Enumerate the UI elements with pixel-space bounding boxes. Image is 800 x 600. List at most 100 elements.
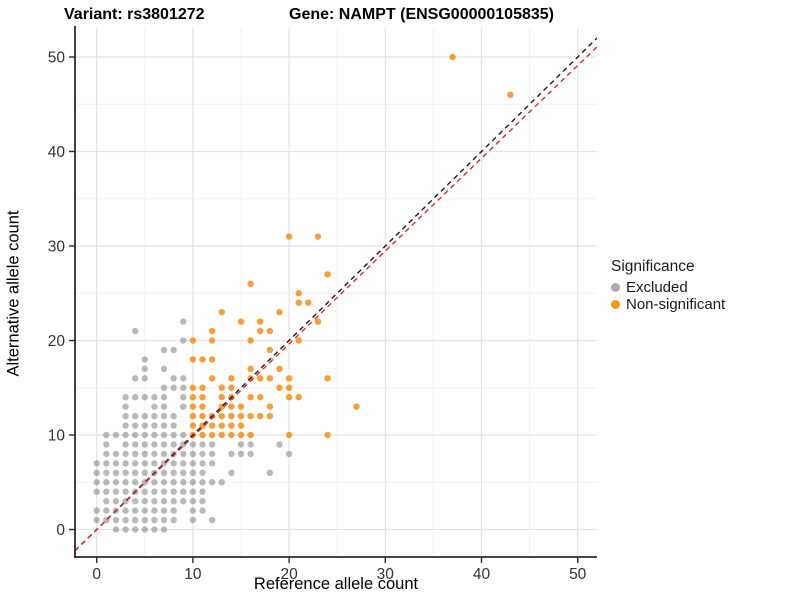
x-tick-label: 40 xyxy=(473,566,491,583)
data-point xyxy=(218,308,225,316)
data-point xyxy=(103,441,110,448)
data-point xyxy=(228,431,235,439)
data-point xyxy=(199,450,206,458)
plot-title-variant: Variant: rs3801272 xyxy=(64,6,205,23)
data-point xyxy=(122,469,129,476)
data-point xyxy=(151,516,158,524)
data-point xyxy=(199,412,206,420)
data-point xyxy=(103,450,110,458)
data-point xyxy=(160,497,168,505)
data-point xyxy=(208,479,216,486)
data-point xyxy=(170,412,177,420)
data-point xyxy=(170,479,177,486)
data-point xyxy=(266,403,274,410)
data-point xyxy=(180,394,187,401)
data-point xyxy=(237,431,245,439)
data-point xyxy=(151,488,158,495)
data-point xyxy=(314,318,322,325)
excluded-point-icon xyxy=(611,283,620,292)
data-point xyxy=(131,497,139,505)
data-point xyxy=(93,469,100,476)
data-point xyxy=(160,431,168,439)
data-point xyxy=(305,299,312,306)
data-point xyxy=(180,318,187,325)
data-point xyxy=(180,497,187,505)
data-point xyxy=(199,394,206,401)
data-point xyxy=(189,488,197,495)
data-point xyxy=(122,441,129,448)
data-point xyxy=(170,497,177,505)
data-point xyxy=(208,450,216,458)
data-point xyxy=(285,233,293,240)
data-point xyxy=(228,450,235,458)
data-point xyxy=(199,460,206,467)
data-point xyxy=(228,469,235,476)
data-point xyxy=(141,488,148,495)
data-point xyxy=(103,479,110,486)
data-point xyxy=(189,384,197,391)
y-tick-label: 20 xyxy=(48,333,66,350)
data-point xyxy=(151,403,158,410)
axis-tick-labels: 0 10 20 30 40 50 0 10 20 30 40 50 xyxy=(48,50,587,584)
data-point xyxy=(122,431,129,439)
y-axis-title: Alternative allele count xyxy=(4,210,23,377)
data-point xyxy=(151,412,158,420)
data-point xyxy=(324,431,331,439)
data-point xyxy=(247,412,254,420)
nonsignificant-point-icon xyxy=(611,300,620,309)
data-point xyxy=(131,327,139,335)
data-point xyxy=(276,441,283,448)
data-point xyxy=(237,441,245,448)
data-point xyxy=(208,375,216,382)
data-point xyxy=(208,441,216,448)
data-point xyxy=(189,460,197,467)
data-point xyxy=(189,497,197,505)
data-point xyxy=(208,460,216,467)
legend-item-excluded: Excluded xyxy=(611,279,725,296)
data-point xyxy=(208,431,216,439)
data-point xyxy=(103,497,110,505)
data-point xyxy=(449,53,456,61)
data-point xyxy=(151,460,158,467)
data-point xyxy=(218,431,225,439)
data-point xyxy=(189,479,197,486)
data-point xyxy=(103,469,110,476)
data-point xyxy=(112,460,120,467)
data-point xyxy=(257,327,264,335)
legend-title: Significance xyxy=(611,258,695,275)
data-point xyxy=(266,469,274,476)
data-point xyxy=(199,403,206,410)
data-point xyxy=(131,412,139,420)
data-point xyxy=(160,403,168,410)
data-point xyxy=(170,375,177,382)
data-point xyxy=(131,469,139,476)
data-point xyxy=(208,422,216,429)
y-tick-label: 10 xyxy=(48,428,66,445)
gridlines-minor xyxy=(75,28,597,557)
data-point xyxy=(151,507,158,514)
legend: Significance Excluded Non-significant xyxy=(611,258,725,313)
data-point xyxy=(151,526,158,533)
data-point xyxy=(180,375,187,382)
data-point xyxy=(103,431,110,439)
x-tick-label: 30 xyxy=(377,566,395,583)
data-point xyxy=(189,507,197,514)
data-point xyxy=(141,412,148,420)
data-point xyxy=(131,460,139,467)
data-point xyxy=(151,441,158,448)
data-point xyxy=(151,479,158,486)
data-point xyxy=(285,375,293,382)
data-point xyxy=(228,422,235,429)
data-point xyxy=(180,469,187,476)
fit-line xyxy=(75,46,597,551)
data-point xyxy=(218,422,225,429)
identity-line xyxy=(75,37,597,552)
x-tick-label: 10 xyxy=(184,566,202,583)
data-point xyxy=(141,516,148,524)
data-point xyxy=(103,460,110,467)
y-tick-label: 50 xyxy=(48,50,66,67)
axis-ticks xyxy=(69,56,579,563)
data-point xyxy=(141,394,148,401)
data-point xyxy=(122,488,129,495)
data-point xyxy=(189,356,197,363)
